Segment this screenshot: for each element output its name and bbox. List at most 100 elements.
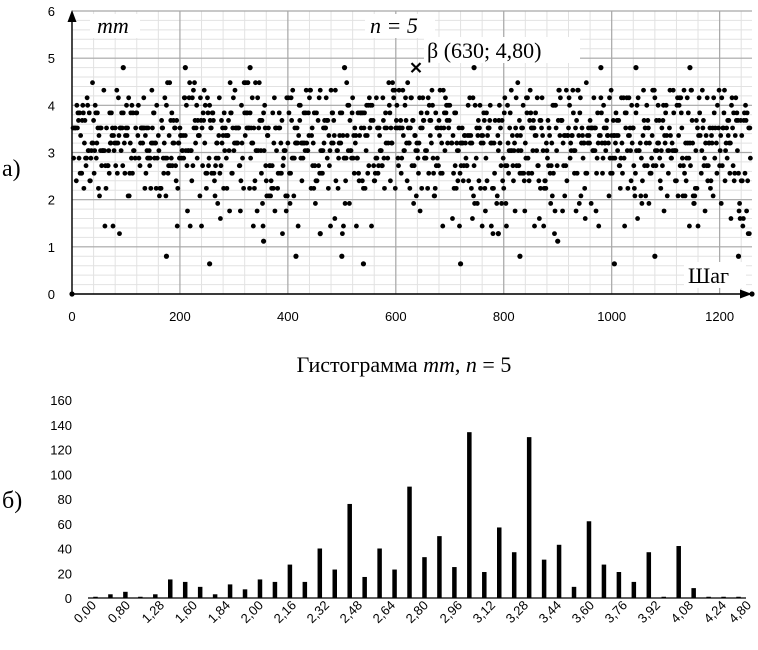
data-point xyxy=(460,178,466,184)
histogram-x-tick-label: 4,24 xyxy=(701,598,730,627)
scatter-y-tick-label: 5 xyxy=(48,51,55,66)
data-point xyxy=(238,178,244,184)
data-point xyxy=(316,95,322,101)
data-point xyxy=(393,118,399,123)
data-point xyxy=(113,163,119,169)
data-point xyxy=(679,155,685,161)
data-point xyxy=(594,170,599,176)
data-point xyxy=(260,223,266,229)
data-point xyxy=(305,148,311,154)
data-point xyxy=(628,148,633,154)
data-point xyxy=(304,140,310,146)
data-point xyxy=(474,201,480,206)
scatter-x-axis-arrow-icon xyxy=(740,289,752,299)
data-point xyxy=(632,193,638,199)
scatter-points xyxy=(69,65,755,297)
data-point xyxy=(291,193,297,199)
data-point xyxy=(483,208,488,214)
data-point xyxy=(479,223,485,229)
histogram-x-tick-label: 3,60 xyxy=(569,598,598,627)
data-point xyxy=(330,140,336,146)
data-point xyxy=(644,102,650,108)
data-point xyxy=(685,110,691,116)
data-point xyxy=(655,102,661,108)
data-point xyxy=(200,110,206,116)
data-point xyxy=(475,133,481,138)
data-point xyxy=(130,170,135,176)
data-point xyxy=(469,140,475,146)
data-point xyxy=(392,87,398,93)
data-point xyxy=(526,178,532,184)
data-point xyxy=(731,178,737,184)
data-point xyxy=(205,110,211,116)
data-point xyxy=(664,193,670,199)
data-point xyxy=(365,170,371,176)
data-point xyxy=(206,155,212,161)
data-point xyxy=(239,102,244,108)
data-point xyxy=(581,140,587,146)
data-point xyxy=(366,163,372,169)
data-point xyxy=(711,110,717,116)
data-point xyxy=(309,133,315,138)
data-point xyxy=(398,170,404,176)
data-point xyxy=(669,140,675,146)
histogram-y-tick-label: 120 xyxy=(50,443,72,458)
data-point xyxy=(742,170,748,176)
data-point xyxy=(569,133,575,138)
data-point xyxy=(147,155,153,161)
data-point xyxy=(502,95,508,101)
data-point xyxy=(391,95,397,101)
data-point xyxy=(311,185,317,191)
data-point xyxy=(492,170,497,176)
data-point xyxy=(471,163,477,169)
data-point xyxy=(120,65,126,71)
data-point xyxy=(147,163,153,169)
data-point xyxy=(208,125,214,131)
data-point xyxy=(84,155,89,161)
data-point xyxy=(747,125,753,131)
scatter-y-tick-label: 2 xyxy=(48,193,55,208)
data-point xyxy=(360,261,367,267)
data-point xyxy=(582,216,588,221)
data-point xyxy=(429,87,435,93)
data-point xyxy=(327,163,332,169)
highlight-point-label: β (630; 4,80) xyxy=(427,38,541,63)
data-point xyxy=(73,178,79,184)
data-point xyxy=(687,65,693,71)
data-point xyxy=(739,178,745,184)
data-point xyxy=(320,170,325,176)
histogram-bar xyxy=(631,581,637,598)
histogram-y-tick-label: 40 xyxy=(58,542,72,557)
data-point xyxy=(681,87,687,93)
data-point xyxy=(570,87,576,93)
data-point xyxy=(543,185,549,191)
data-point xyxy=(114,87,120,93)
data-point xyxy=(247,110,253,116)
data-point xyxy=(576,133,582,138)
data-point xyxy=(510,163,516,169)
data-point xyxy=(331,118,337,123)
data-point xyxy=(212,193,218,199)
data-point xyxy=(633,110,639,116)
data-point xyxy=(712,155,718,161)
data-point xyxy=(261,110,266,116)
data-point xyxy=(517,118,522,123)
data-point xyxy=(231,148,237,154)
data-point xyxy=(495,231,501,237)
data-point xyxy=(150,125,155,131)
histogram-y-tick-label: 80 xyxy=(58,492,72,507)
data-point xyxy=(609,170,615,176)
data-point xyxy=(363,148,369,154)
data-point xyxy=(728,140,733,146)
data-point xyxy=(533,133,539,138)
data-point xyxy=(721,110,727,116)
data-point xyxy=(339,253,345,259)
data-point xyxy=(134,110,140,116)
histogram-x-tick-labels: 0,00 0,80 1,28 1,60 1,84 2,00 2,16 2,32 2,48 2,64… xyxy=(71,598,755,627)
data-point xyxy=(482,185,488,191)
data-point xyxy=(295,140,300,146)
data-point xyxy=(376,125,382,131)
data-point xyxy=(415,155,421,161)
data-point xyxy=(343,155,349,161)
data-point xyxy=(403,95,408,101)
